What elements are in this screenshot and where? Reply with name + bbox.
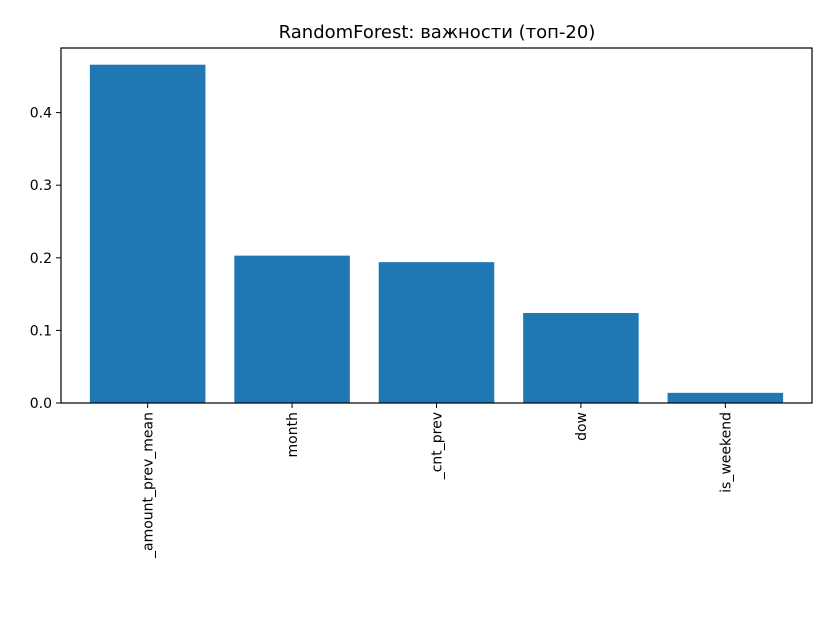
x-tick-label: month xyxy=(285,412,301,457)
x-tick-label: _amount_prev_mean xyxy=(141,412,157,559)
bar-month xyxy=(234,255,350,403)
y-axis: 0.0 0.1 0.2 0.3 0.4 xyxy=(30,106,61,412)
plot-frame xyxy=(60,47,813,404)
bar-dow xyxy=(523,312,639,403)
y-tick-label: 0.0 xyxy=(30,396,52,412)
x-tick-label: dow xyxy=(574,412,590,441)
bar-is-weekend xyxy=(667,392,784,403)
y-tick-label: 0.3 xyxy=(30,178,52,194)
bars-layer xyxy=(89,64,784,403)
bar-amount-prev-mean xyxy=(89,64,206,403)
x-axis: _amount_prev_mean month _cnt_prev dow is_wee… xyxy=(141,403,734,559)
bar-cnt-prev xyxy=(378,262,495,403)
x-tick-label: _cnt_prev xyxy=(430,412,446,480)
y-tick-label: 0.2 xyxy=(30,251,52,267)
x-tick-label: is_weekend xyxy=(718,412,734,493)
chart-title: RandomForest: важности (топ-20) xyxy=(279,22,596,43)
y-tick-label: 0.4 xyxy=(30,106,52,122)
y-tick-label: 0.1 xyxy=(30,323,52,339)
